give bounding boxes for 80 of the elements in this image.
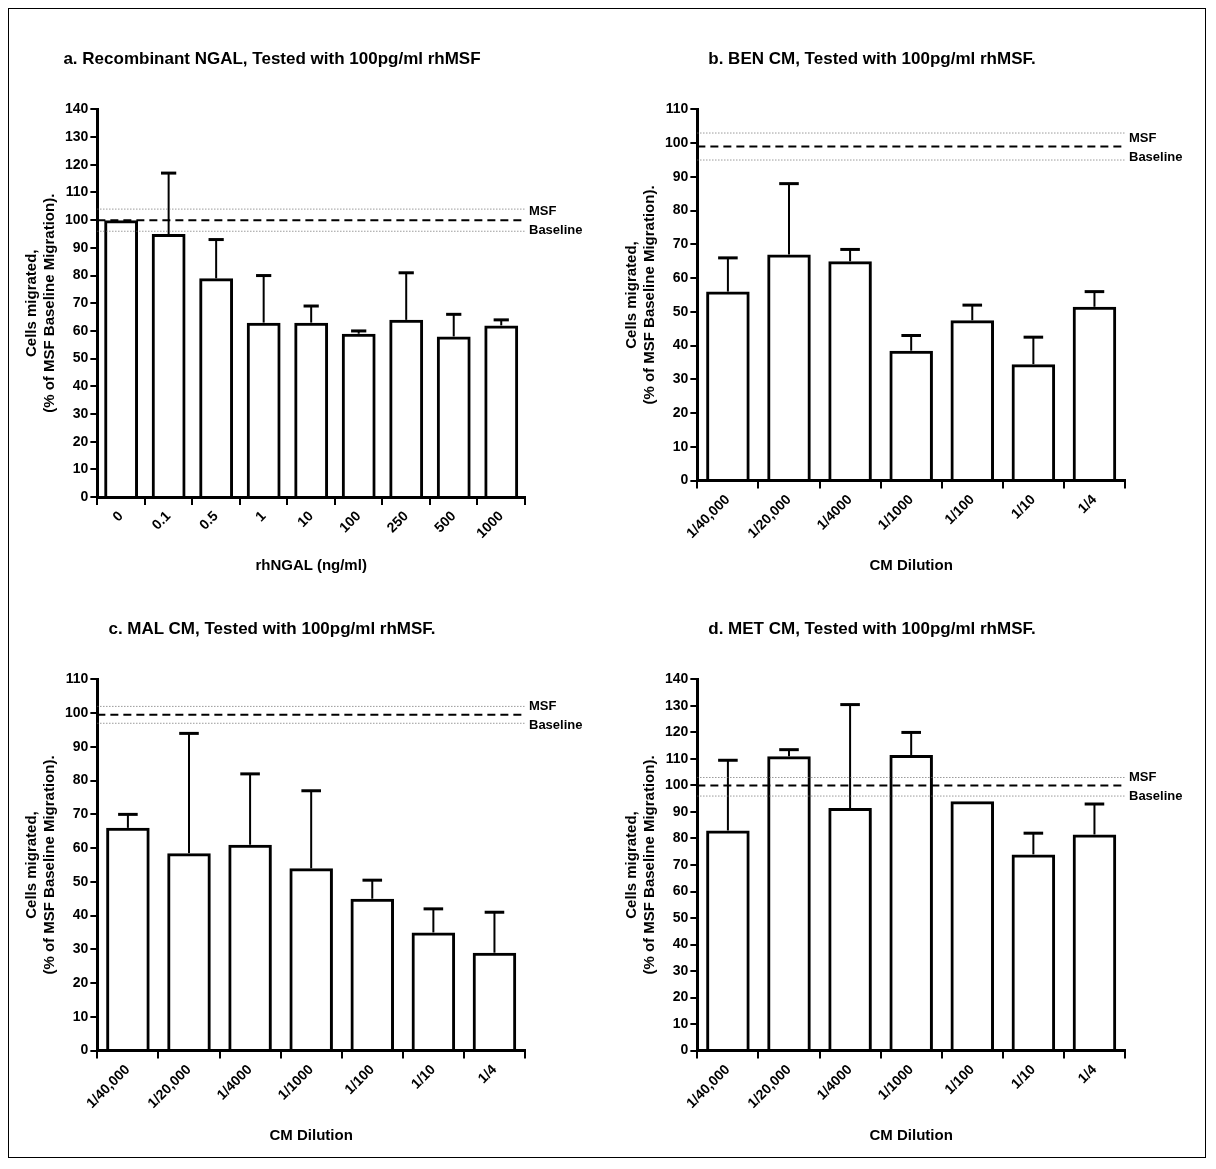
y-tick-label: 90 (672, 802, 689, 819)
x-tick-label: 1/4 (1074, 490, 1100, 517)
y-tick-label: 0 (680, 471, 689, 488)
x-tick-label: 500 (430, 507, 459, 536)
ref-line-label: MSF Baseline (529, 203, 583, 238)
x-tick-label: 1/4 (474, 1060, 500, 1087)
y-tick-label: 110 (65, 183, 89, 200)
y-tick-label: 20 (672, 403, 689, 420)
y-tick-label: 70 (72, 294, 89, 311)
y-tick-label: 60 (72, 321, 89, 338)
y-tick-label: 80 (72, 266, 89, 283)
y-tick-label: 60 (672, 268, 689, 285)
y-tick-label: 30 (672, 370, 689, 387)
x-axis-title: CM Dilution (269, 1126, 353, 1144)
y-tick-label: 40 (72, 377, 89, 394)
y-tick-label: 20 (672, 988, 689, 1005)
y-tick-label: 140 (65, 100, 89, 117)
y-tick-label: 10 (72, 460, 89, 477)
y-tick-label: 100 (65, 211, 89, 228)
chart-title: d. MET CM, Tested with 100pg/ml rhMSF. (708, 618, 1036, 638)
y-tick-label: 10 (672, 437, 689, 454)
x-tick-label: 1/4 (1074, 1060, 1100, 1087)
x-tick-label: 0.1 (148, 507, 174, 533)
y-tick-label: 70 (672, 235, 689, 252)
y-tick-label: 70 (672, 855, 689, 872)
x-tick-label: 100 (335, 507, 364, 536)
y-axis-title: Cells migrated, (% of MSF Baseline Migration). (22, 755, 58, 975)
chart-title: c. MAL CM, Tested with 100pg/ml rhMSF. (108, 618, 436, 638)
y-tick-label: 90 (72, 737, 89, 754)
y-tick-label: 40 (72, 906, 89, 923)
y-tick-label: 10 (672, 1014, 689, 1031)
y-tick-label: 20 (72, 432, 89, 449)
y-tick-label: 40 (672, 935, 689, 952)
y-tick-label: 30 (672, 961, 689, 978)
y-tick-label: 130 (65, 127, 89, 144)
y-tick-label: 50 (72, 872, 89, 889)
x-axis-title: CM Dilution (869, 556, 953, 574)
y-axis-title: Cells migrated, (% of MSF Baseline Migration). (22, 193, 58, 413)
y-tick-label: 50 (72, 349, 89, 366)
y-tick-label: 110 (65, 670, 89, 687)
y-tick-label: 130 (665, 696, 689, 713)
x-tick-label: 250 (383, 507, 412, 536)
y-tick-label: 100 (65, 704, 89, 720)
y-tick-label: 40 (672, 336, 689, 353)
y-tick-label: 90 (72, 238, 89, 255)
y-tick-label: 120 (665, 723, 689, 740)
x-axis-title: rhNGAL (ng/ml) (255, 556, 367, 574)
y-tick-label: 100 (665, 776, 689, 793)
y-tick-label: 20 (72, 973, 89, 990)
y-tick-label: 10 (72, 1007, 89, 1024)
y-tick-label: 80 (672, 201, 689, 218)
y-tick-label: 110 (665, 100, 689, 117)
x-tick-label: 10 (293, 507, 317, 530)
y-tick-label: 60 (72, 838, 89, 855)
y-tick-label: 120 (65, 155, 89, 172)
y-tick-label: 70 (72, 805, 89, 822)
y-axis-title: Cells migrated, (% of MSF Baseline Migration). (622, 755, 658, 975)
y-tick-label: 80 (672, 829, 689, 846)
y-tick-label: 50 (672, 302, 689, 319)
y-tick-label: 90 (672, 167, 689, 184)
y-tick-label: 0 (80, 1041, 89, 1058)
x-tick-label: 1 (251, 507, 269, 525)
x-axis-title: CM Dilution (869, 1126, 953, 1144)
y-tick-label: 30 (72, 404, 89, 421)
ref-line-label: MSF Baseline (1129, 768, 1183, 803)
y-tick-label: 50 (672, 908, 689, 925)
x-tick-label: 0.5 (195, 507, 222, 533)
y-tick-label: 110 (665, 749, 689, 766)
chart-title: a. Recombinant NGAL, Tested with 100pg/ml rhMSF (63, 48, 481, 68)
y-tick-label: 100 (665, 134, 689, 150)
ref-line-label: MSF Baseline (1129, 129, 1183, 164)
y-tick-label: 80 (72, 771, 89, 788)
y-tick-label: 0 (680, 1041, 689, 1058)
x-tick-label: 0 (109, 507, 127, 525)
y-tick-label: 140 (665, 670, 689, 687)
y-tick-label: 60 (672, 882, 689, 899)
ref-line-label: MSF Baseline (529, 697, 583, 732)
chart-title: b. BEN CM, Tested with 100pg/ml rhMSF. (708, 48, 1036, 68)
y-axis-title: Cells migrated, (% of MSF Baseline Migration). (622, 185, 658, 405)
y-tick-label: 30 (72, 940, 89, 957)
